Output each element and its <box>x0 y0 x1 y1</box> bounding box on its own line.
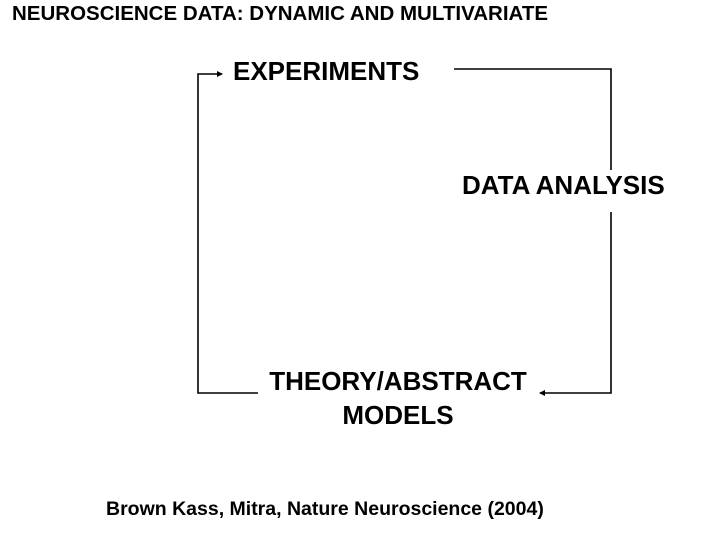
node-theory-line2: MODELS <box>342 400 454 430</box>
node-theory-line1: THEORY/ABSTRACT <box>269 366 527 396</box>
edge-experiments-to-analysis <box>454 68 612 170</box>
edge-analysis-to-theory <box>539 212 612 396</box>
node-experiments: EXPERIMENTS <box>233 56 420 86</box>
edge-theory-to-experiments <box>197 71 258 394</box>
page-title: NEUROSCIENCE DATA: DYNAMIC AND MULTIVARI… <box>12 2 549 25</box>
node-data-analysis: DATA ANALYSIS <box>462 170 665 200</box>
citation: Brown Kass, Mitra, Nature Neuroscience (… <box>106 498 544 520</box>
node-theory-models: THEORY/ABSTRACT MODELS <box>253 364 543 432</box>
